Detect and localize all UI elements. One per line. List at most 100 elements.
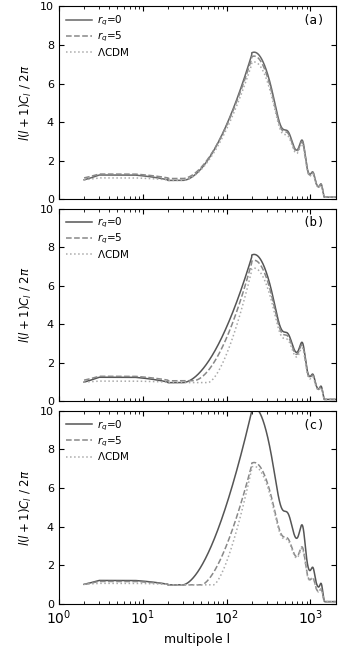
$\Lambda$CDM <box>198 379 202 387</box>
Legend: $r_q$=0, $r_q$=5, $\Lambda$CDM: $r_q$=0, $r_q$=5, $\Lambda$CDM <box>64 214 131 262</box>
$r_q$=0 <box>252 404 256 411</box>
$\Lambda$CDM <box>327 395 331 403</box>
$r_q$=5 <box>204 369 208 376</box>
$r_q$=0 <box>204 158 208 166</box>
$\Lambda$CDM <box>252 58 256 66</box>
$r_q$=5 <box>322 395 326 403</box>
$r_q$=0 <box>198 369 202 376</box>
$r_q$=5 <box>327 193 331 201</box>
$\Lambda$CDM <box>326 598 330 606</box>
$r_q$=5 <box>204 578 208 585</box>
$\Lambda$CDM <box>198 167 202 175</box>
$r_q$=5 <box>280 330 284 337</box>
$r_q$=0 <box>204 360 208 368</box>
$\Lambda$CDM <box>204 160 208 167</box>
$r_q$=5 <box>327 598 331 606</box>
$r_q$=5 <box>322 193 326 201</box>
Line: $r_q$=0: $r_q$=0 <box>84 408 336 602</box>
$\Lambda$CDM <box>82 176 86 184</box>
$r_q$=5 <box>327 395 331 403</box>
Line: $r_q$=0: $r_q$=0 <box>84 52 336 197</box>
$\Lambda$CDM <box>327 598 331 606</box>
$r_q$=0 <box>334 193 338 201</box>
$r_q$=0 <box>204 553 208 561</box>
$r_q$=0 <box>198 565 202 572</box>
Y-axis label: $l(l+1)C_l$ / 2$\pi$: $l(l+1)C_l$ / 2$\pi$ <box>18 267 34 343</box>
$\Lambda$CDM <box>95 377 99 385</box>
$r_q$=0 <box>82 378 86 386</box>
$r_q$=5 <box>280 127 284 134</box>
$r_q$=5 <box>252 256 256 264</box>
$\Lambda$CDM <box>334 598 338 606</box>
$r_q$=5 <box>280 532 284 540</box>
$r_q$=0 <box>327 193 331 201</box>
$\Lambda$CDM <box>252 463 256 471</box>
$r_q$=0 <box>326 193 330 201</box>
$r_q$=0 <box>326 395 330 403</box>
$\Lambda$CDM <box>280 533 284 541</box>
Line: $\Lambda$CDM: $\Lambda$CDM <box>84 268 336 399</box>
$r_q$=5 <box>82 580 86 588</box>
Line: $r_q$=5: $r_q$=5 <box>84 260 336 399</box>
$r_q$=0 <box>95 172 99 180</box>
$\Lambda$CDM <box>204 581 208 589</box>
Line: $r_q$=0: $r_q$=0 <box>84 254 336 399</box>
$\Lambda$CDM <box>82 580 86 588</box>
$r_q$=0 <box>327 598 331 606</box>
$r_q$=5 <box>334 598 338 606</box>
$r_q$=0 <box>322 598 327 606</box>
$\Lambda$CDM <box>326 395 330 403</box>
$r_q$=5 <box>252 459 256 467</box>
$r_q$=0 <box>280 506 284 513</box>
$r_q$=0 <box>82 580 86 588</box>
$r_q$=0 <box>82 176 86 184</box>
$r_q$=5 <box>334 395 338 403</box>
X-axis label: multipole l: multipole l <box>164 633 230 646</box>
$r_q$=5 <box>326 395 330 403</box>
$r_q$=0 <box>252 251 256 258</box>
$\Lambda$CDM <box>326 193 330 201</box>
$r_q$=0 <box>322 395 326 403</box>
$\Lambda$CDM <box>204 379 208 387</box>
$\Lambda$CDM <box>327 193 331 201</box>
Y-axis label: $l(l+1)C_l$ / 2$\pi$: $l(l+1)C_l$ / 2$\pi$ <box>18 469 34 546</box>
$\Lambda$CDM <box>280 334 284 341</box>
$r_q$=0 <box>334 395 338 403</box>
Text: (a): (a) <box>302 14 325 27</box>
$r_q$=0 <box>280 125 284 132</box>
$\Lambda$CDM <box>322 395 326 403</box>
$r_q$=0 <box>334 598 338 606</box>
$r_q$=5 <box>204 157 208 165</box>
$\Lambda$CDM <box>280 129 284 137</box>
$r_q$=5 <box>198 374 202 382</box>
$r_q$=5 <box>82 174 86 182</box>
$\Lambda$CDM <box>82 378 86 386</box>
$r_q$=5 <box>334 193 338 201</box>
Line: $r_q$=5: $r_q$=5 <box>84 463 336 602</box>
$r_q$=0 <box>95 577 99 585</box>
$\Lambda$CDM <box>198 581 202 589</box>
$r_q$=0 <box>280 327 284 335</box>
Line: $\Lambda$CDM: $\Lambda$CDM <box>84 467 336 602</box>
$r_q$=0 <box>95 374 99 382</box>
$r_q$=5 <box>326 598 330 606</box>
$\Lambda$CDM <box>334 395 338 403</box>
$r_q$=0 <box>198 166 202 174</box>
$r_q$=5 <box>95 171 99 178</box>
$\Lambda$CDM <box>322 598 326 606</box>
Text: (b): (b) <box>302 216 325 230</box>
$r_q$=5 <box>326 193 330 201</box>
$\Lambda$CDM <box>252 264 256 272</box>
Legend: $r_q$=0, $r_q$=5, $\Lambda$CDM: $r_q$=0, $r_q$=5, $\Lambda$CDM <box>64 12 131 60</box>
$r_q$=5 <box>95 578 99 586</box>
$r_q$=5 <box>252 52 256 60</box>
Line: $\Lambda$CDM: $\Lambda$CDM <box>84 62 336 197</box>
$\Lambda$CDM <box>322 193 326 201</box>
$r_q$=0 <box>327 395 331 403</box>
$\Lambda$CDM <box>334 193 338 201</box>
$r_q$=5 <box>95 373 99 381</box>
$r_q$=5 <box>198 581 202 589</box>
$r_q$=0 <box>322 193 326 201</box>
Text: (c): (c) <box>302 419 325 432</box>
Legend: $r_q$=0, $r_q$=5, $\Lambda$CDM: $r_q$=0, $r_q$=5, $\Lambda$CDM <box>64 416 131 464</box>
